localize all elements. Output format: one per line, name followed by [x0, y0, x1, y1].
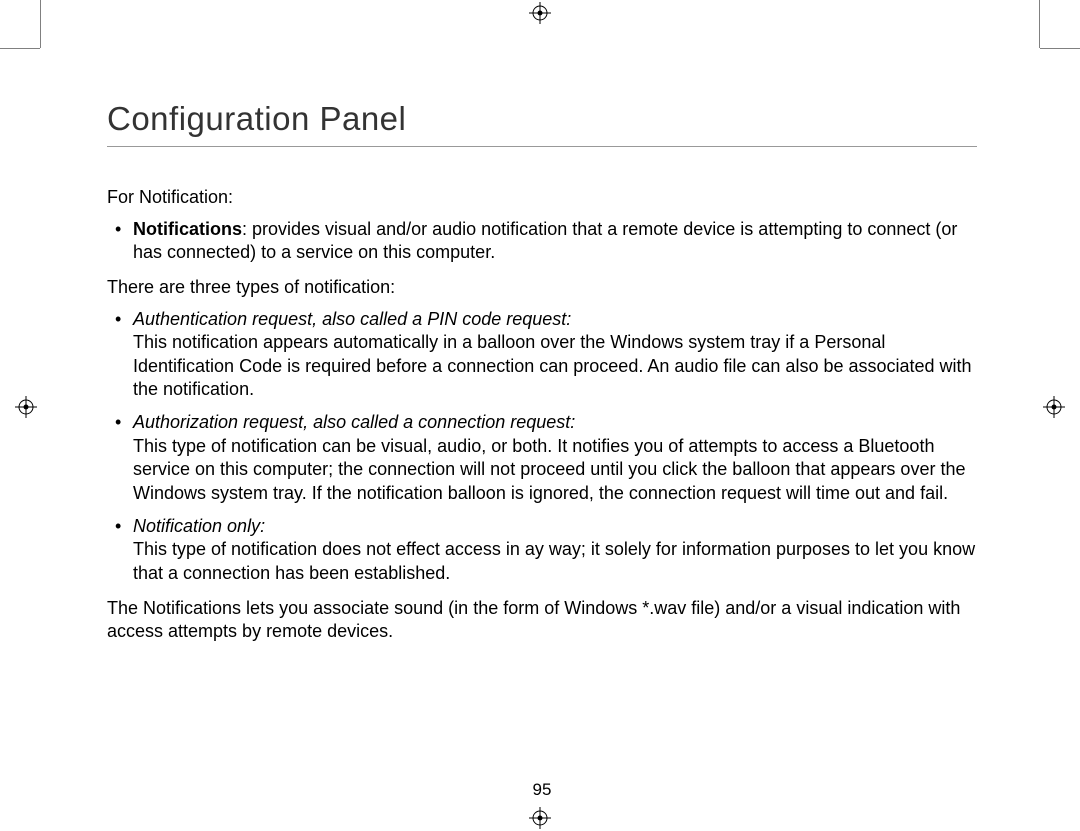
notifications-bullet-list: Notifications: provides visual and/or au…: [107, 218, 977, 265]
type-head: Authorization request, also called a con…: [133, 412, 575, 432]
type-item-notification-only: Notification only: This type of notifica…: [133, 515, 977, 585]
registration-mark-left-icon: [15, 396, 37, 418]
type-item-authorization: Authorization request, also called a con…: [133, 411, 977, 505]
registration-mark-right-icon: [1043, 396, 1065, 418]
closing-paragraph: The Notifications lets you associate sou…: [107, 597, 977, 644]
notifications-term: Notifications: [133, 219, 242, 239]
page-title: Configuration Panel: [107, 100, 977, 138]
type-item-authentication: Authentication request, also called a PI…: [133, 308, 977, 402]
registration-mark-bottom-icon: [529, 807, 551, 829]
type-body: This type of notification can be visual,…: [133, 436, 965, 503]
page-content: Configuration Panel For Notification: No…: [107, 100, 977, 656]
heading-rule: [107, 146, 977, 147]
registration-mark-top-icon: [529, 2, 551, 24]
type-head: Notification only:: [133, 516, 265, 536]
types-list: Authentication request, also called a PI…: [107, 308, 977, 585]
type-body: This notification appears automatically …: [133, 332, 972, 399]
crop-mark-top-left: [40, 0, 41, 48]
intro-label: For Notification:: [107, 187, 977, 208]
crop-mark-top-right: [1039, 0, 1040, 48]
page-number: 95: [107, 780, 977, 800]
type-head: Authentication request, also called a PI…: [133, 309, 571, 329]
types-intro: There are three types of notification:: [107, 277, 977, 298]
type-body: This type of notification does not effec…: [133, 539, 975, 582]
notifications-bullet-item: Notifications: provides visual and/or au…: [133, 218, 977, 265]
notifications-description: : provides visual and/or audio notificat…: [133, 219, 957, 262]
